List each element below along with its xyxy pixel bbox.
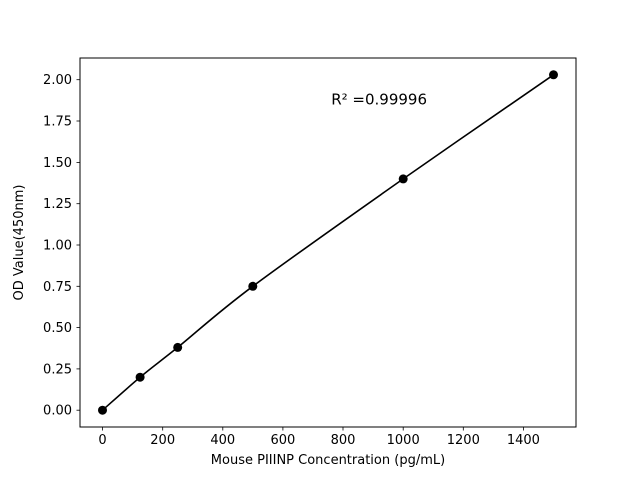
- x-axis-label: Mouse PIIINP Concentration (pg/mL): [211, 453, 445, 468]
- x-axis: 0 200 400 600 800 1000 1200 1400: [98, 427, 540, 448]
- y-tick-label: 0.25: [43, 362, 72, 377]
- y-axis: 0.00 0.25 0.50 0.75 1.00 1.25 1.50 1.75 2.00: [43, 73, 80, 419]
- y-tick-label: 0.50: [43, 321, 72, 336]
- y-tick-label: 1.00: [43, 239, 72, 254]
- axes-box: [79, 57, 577, 428]
- x-tick-label: 800: [331, 433, 356, 448]
- y-tick-label: 1.75: [43, 115, 72, 130]
- data-point-marker: [248, 281, 258, 291]
- x-tick-label: 1000: [387, 433, 420, 448]
- data-points: [98, 70, 558, 415]
- data-point-marker: [135, 372, 145, 382]
- y-tick-label: 1.50: [43, 156, 72, 171]
- y-tick-label: 0.00: [43, 404, 72, 419]
- x-tick-label: 1200: [447, 433, 480, 448]
- y-axis-label: OD Value(450nm): [12, 185, 27, 301]
- r-squared-annotation: R² =0.99996: [331, 91, 427, 109]
- data-point-marker: [398, 174, 408, 184]
- x-tick-label: 0: [98, 433, 106, 448]
- x-tick-label: 1400: [507, 433, 540, 448]
- x-tick-label: 600: [270, 433, 295, 448]
- data-point-marker: [173, 342, 183, 352]
- data-point-marker: [98, 405, 107, 415]
- y-tick-label: 1.25: [43, 197, 72, 212]
- y-tick-label: 0.75: [43, 280, 72, 295]
- y-tick-label: 2.00: [43, 73, 72, 88]
- data-point-marker: [549, 70, 558, 80]
- x-tick-label: 200: [150, 433, 175, 448]
- x-tick-label: 400: [210, 433, 235, 448]
